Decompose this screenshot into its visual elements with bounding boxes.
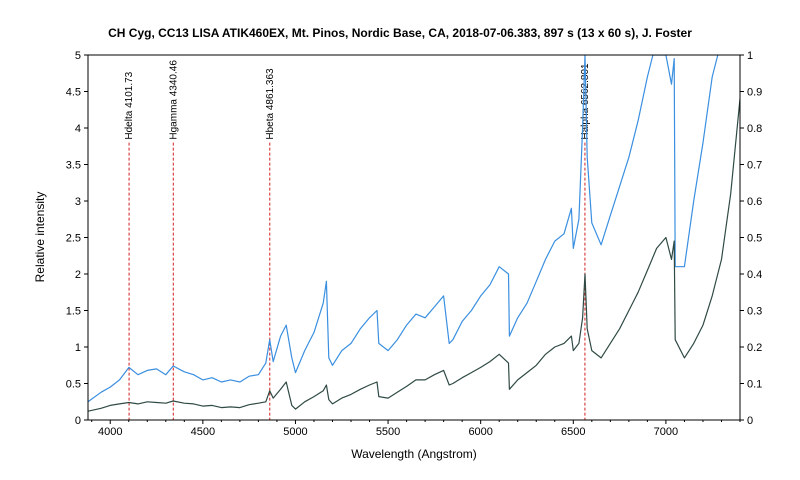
x-tick-label-4: 6000 bbox=[468, 426, 492, 438]
y2-tick-label-5: 0.5 bbox=[747, 233, 762, 245]
series-line-0 bbox=[88, 55, 719, 403]
y-tick-label-2: 1 bbox=[75, 342, 81, 354]
reference-line-label-1: Hgamma 4340.46 bbox=[168, 60, 179, 140]
y2-tick-label-6: 0.6 bbox=[747, 196, 762, 208]
y2-tick-label-2: 0.2 bbox=[747, 342, 762, 354]
y-tick-label-9: 4.5 bbox=[66, 87, 81, 99]
y2-tick-label-1: 0.1 bbox=[747, 379, 762, 391]
x-tick-label-2: 5000 bbox=[283, 426, 307, 438]
y-axis-left: 0 0.5 1 1.5 2 2.5 3 3.5 4 4.5 5 bbox=[66, 50, 88, 427]
x-tick-label-6: 7000 bbox=[654, 426, 678, 438]
x-tick-label-0: 4000 bbox=[98, 426, 122, 438]
x-tick-label-1: 4500 bbox=[191, 426, 215, 438]
y2-tick-label-4: 0.4 bbox=[747, 269, 762, 281]
y2-tick-label-7: 0.7 bbox=[747, 160, 762, 172]
y-tick-label-8: 4 bbox=[75, 123, 81, 135]
y-tick-label-7: 3.5 bbox=[66, 160, 81, 172]
y-axis-right: 0 0.1 0.2 0.3 0.4 0.5 0.6 0.7 0.8 0.9 1 bbox=[740, 50, 762, 427]
y-tick-label-10: 5 bbox=[75, 50, 81, 62]
plot-area: Hdelta 4101.73 Hgamma 4340.46 Hbeta 4861.3… bbox=[88, 55, 740, 420]
chart-title: CH Cyg, CC13 LISA ATIK460EX, Mt. Pinos, … bbox=[108, 26, 692, 40]
y-tick-label-1: 0.5 bbox=[66, 379, 81, 391]
y-tick-label-5: 2.5 bbox=[66, 233, 81, 245]
y-axis-label: Relative intensity bbox=[33, 192, 47, 283]
y2-tick-label-9: 0.9 bbox=[747, 87, 762, 99]
series-line-1 bbox=[88, 98, 740, 412]
y-tick-label-3: 1.5 bbox=[66, 306, 81, 318]
y2-tick-label-0: 0 bbox=[747, 415, 753, 427]
x-tick-label-5: 6500 bbox=[561, 426, 585, 438]
y-tick-label-4: 2 bbox=[75, 269, 81, 281]
reference-line-label-2: Hbeta 4861.363 bbox=[265, 68, 276, 140]
y2-tick-label-8: 0.8 bbox=[747, 123, 762, 135]
x-axis: 4000 4500 5000 5500 6000 6500 7000 bbox=[91, 420, 741, 438]
y2-tick-label-3: 0.3 bbox=[747, 306, 762, 318]
x-axis-label: Wavelength (Angstrom) bbox=[351, 447, 477, 461]
x-tick-label-3: 5500 bbox=[376, 426, 400, 438]
y-tick-label-6: 3 bbox=[75, 196, 81, 208]
reference-line-label-0: Hdelta 4101.73 bbox=[124, 71, 135, 139]
y2-tick-label-10: 1 bbox=[747, 50, 753, 62]
y-tick-label-0: 0 bbox=[75, 415, 81, 427]
